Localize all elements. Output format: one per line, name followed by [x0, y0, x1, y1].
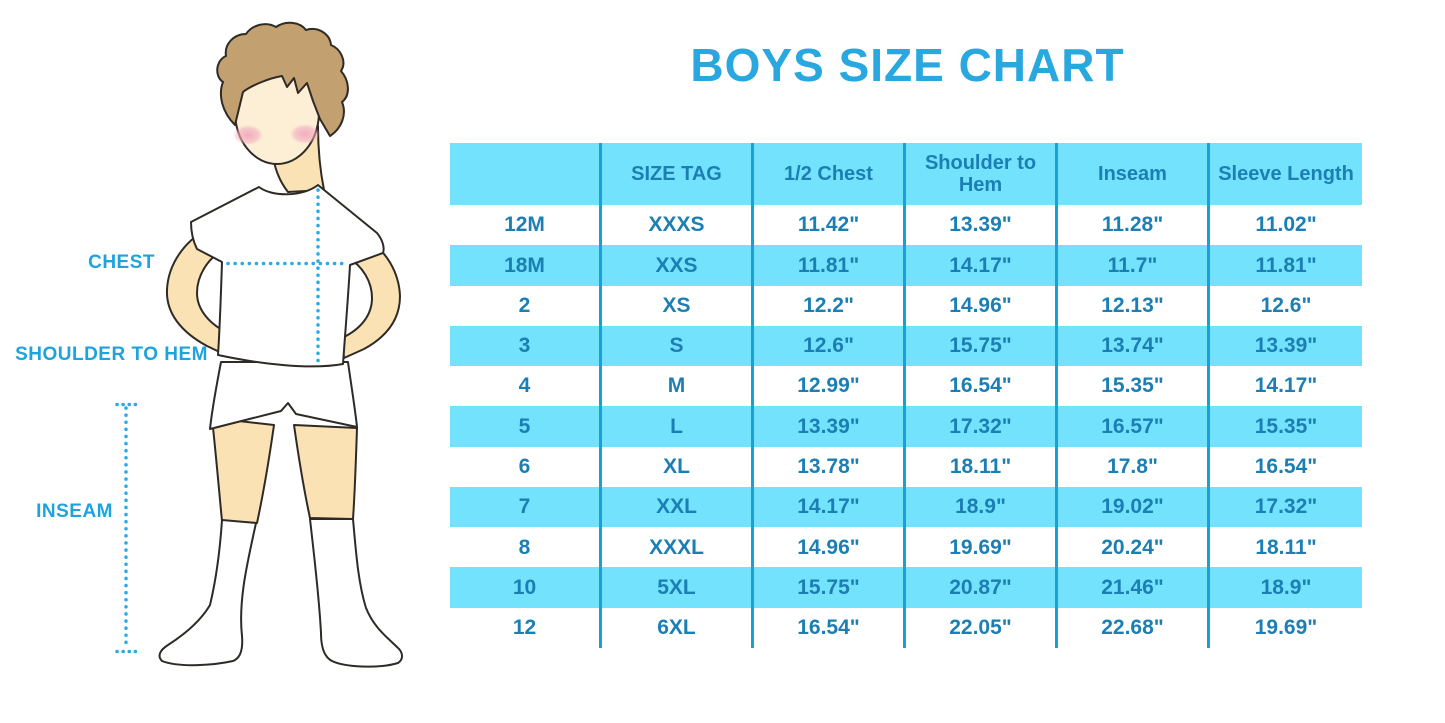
header-cell: SIZE TAG — [602, 143, 754, 205]
table-cell: 6XL — [602, 607, 754, 648]
table-cell: 20.24" — [1058, 527, 1210, 568]
table-cell: 19.69" — [1210, 607, 1362, 648]
table-cell: 21.46" — [1058, 567, 1210, 608]
table-cell: 13.39" — [906, 205, 1058, 246]
table-cell: 17.32" — [1210, 486, 1362, 528]
table-cell: 12.99" — [754, 366, 906, 407]
hair-shape — [216, 21, 349, 137]
tshirt-shape — [190, 184, 385, 368]
table-cell: 12 — [450, 607, 602, 648]
table-cell: 6 — [450, 446, 602, 487]
table-cell: 12.6" — [1210, 285, 1362, 326]
table-cell: XXXS — [602, 205, 754, 246]
right-cheek-blush — [290, 124, 320, 144]
table-cell: 12.2" — [754, 285, 906, 326]
table-cell: 11.28" — [1058, 205, 1210, 246]
left-sock-shape — [158, 519, 257, 667]
table-cell: 13.39" — [754, 406, 906, 447]
table-cell: 2 — [450, 285, 602, 326]
table-cell: XL — [602, 446, 754, 487]
table-cell: 14.96" — [906, 285, 1058, 326]
page-title: BOYS SIZE CHART — [690, 39, 1125, 91]
table-cell: XXS — [602, 245, 754, 286]
table-cell: XXL — [602, 486, 754, 528]
table-cell: 13.74" — [1058, 325, 1210, 367]
table-cell: 14.17" — [1210, 366, 1362, 407]
chest-label: CHEST — [88, 252, 155, 273]
left-cheek-blush — [233, 125, 263, 145]
right-leg-shape — [293, 424, 358, 520]
table-cell: 19.02" — [1058, 486, 1210, 528]
table-cell: 13.78" — [754, 446, 906, 487]
table-cell: 15.75" — [906, 325, 1058, 367]
table-cell: 20.87" — [906, 567, 1058, 608]
table-cell: 18.11" — [906, 446, 1058, 487]
table-cell: 14.17" — [906, 245, 1058, 286]
size-table: SIZE TAG 1/2 Chest Shoulder to Hem Inseam Sl… — [450, 143, 1362, 648]
table-cell: 18M — [450, 245, 602, 286]
header-cell: 1/2 Chest — [754, 143, 906, 205]
header-cell: Sleeve Length — [1210, 143, 1362, 205]
table-cell: 17.32" — [906, 406, 1058, 447]
table-cell: 16.57" — [1058, 406, 1210, 447]
shorts-shape — [209, 361, 358, 430]
table-cell: 22.68" — [1058, 607, 1210, 648]
table-cell: 18.11" — [1210, 527, 1362, 568]
table-cell: 3 — [450, 325, 602, 367]
shoulder-to-hem-label: SHOULDER TO HEM — [15, 344, 208, 365]
right-sock-shape — [309, 518, 403, 668]
table-cell: 15.75" — [754, 567, 906, 608]
table-cell: XXXL — [602, 527, 754, 568]
left-leg-shape — [211, 417, 275, 524]
table-cell: L — [602, 406, 754, 447]
table-cell: 18.9" — [1210, 567, 1362, 608]
table-cell: 16.54" — [754, 607, 906, 648]
table-cell: 11.7" — [1058, 245, 1210, 286]
table-cell: 11.81" — [754, 245, 906, 286]
boy-illustration: CHEST SHOULDER TO HEM INSEAM — [15, 21, 403, 668]
table-cell: 5 — [450, 406, 602, 447]
table-cell: 14.17" — [754, 486, 906, 528]
table-cell: 19.69" — [906, 527, 1058, 568]
table-cell: 10 — [450, 567, 602, 608]
table-cell: 15.35" — [1210, 406, 1362, 447]
table-cell: 18.9" — [906, 486, 1058, 528]
table-cell: 15.35" — [1058, 366, 1210, 407]
table-cell: 17.8" — [1058, 446, 1210, 487]
inseam-label: INSEAM — [36, 501, 113, 522]
header-cell: Shoulder to Hem — [906, 143, 1058, 205]
table-cell: 4 — [450, 366, 602, 407]
table-cell: 12.6" — [754, 325, 906, 367]
header-cell — [450, 143, 602, 205]
table-cell: 11.02" — [1210, 205, 1362, 246]
table-cell: 14.96" — [754, 527, 906, 568]
table-cell: 12.13" — [1058, 285, 1210, 326]
table-cell: M — [602, 366, 754, 407]
table-cell: S — [602, 325, 754, 367]
table-cell: 11.42" — [754, 205, 906, 246]
table-cell: 5XL — [602, 567, 754, 608]
table-cell: 8 — [450, 527, 602, 568]
table-cell: 11.81" — [1210, 245, 1362, 286]
table-cell: 13.39" — [1210, 325, 1362, 367]
table-cell: 22.05" — [906, 607, 1058, 648]
table-cell: 7 — [450, 486, 602, 528]
table-cell: 12M — [450, 205, 602, 246]
table-cell: 16.54" — [906, 366, 1058, 407]
table-cell: XS — [602, 285, 754, 326]
header-cell: Inseam — [1058, 143, 1210, 205]
table-cell: 16.54" — [1210, 446, 1362, 487]
